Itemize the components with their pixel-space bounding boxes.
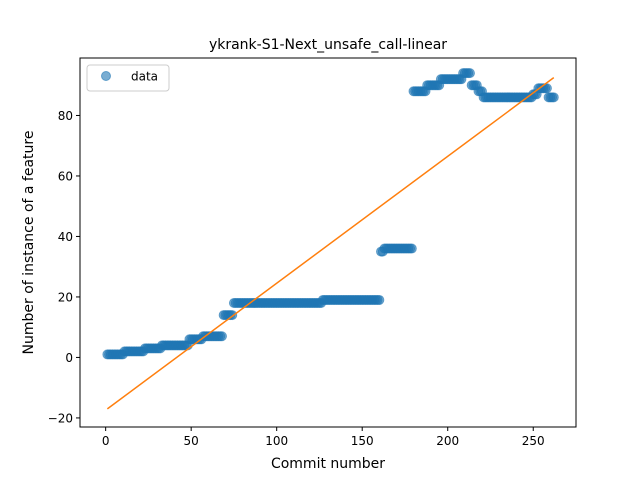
x-tick-label: 200 xyxy=(436,434,459,448)
x-tick-label: 0 xyxy=(102,434,110,448)
legend-label-data: data xyxy=(131,70,158,84)
x-tick-label: 50 xyxy=(184,434,199,448)
axis-ticks: 0 50 100 150 200 250 −20 0 20 40 60 80 xyxy=(48,109,545,448)
x-axis-label: Commit number xyxy=(271,456,385,472)
chart-title: ykrank-S1-Next_unsafe_call-linear xyxy=(209,37,447,53)
fit-line-layer xyxy=(106,77,555,410)
data-point xyxy=(548,92,559,103)
x-tick-label: 250 xyxy=(522,434,545,448)
y-tick-label: 20 xyxy=(58,290,73,304)
plot-frame xyxy=(79,57,577,428)
fit-line xyxy=(106,77,555,410)
x-tick-label: 150 xyxy=(351,434,374,448)
y-tick-label: 40 xyxy=(58,230,73,244)
data-point xyxy=(216,331,227,342)
data-point xyxy=(464,68,475,79)
y-tick-label: −20 xyxy=(48,411,73,425)
y-tick-label: 60 xyxy=(58,169,73,183)
x-tick-label: 100 xyxy=(265,434,288,448)
legend-marker-data xyxy=(101,71,111,81)
y-tick-label: 80 xyxy=(58,109,73,123)
data-point xyxy=(406,243,417,254)
data-point xyxy=(374,294,385,305)
y-tick-label: 0 xyxy=(65,351,73,365)
legend: data xyxy=(86,64,170,92)
y-axis-label: Number of instance of a feature xyxy=(21,131,37,355)
